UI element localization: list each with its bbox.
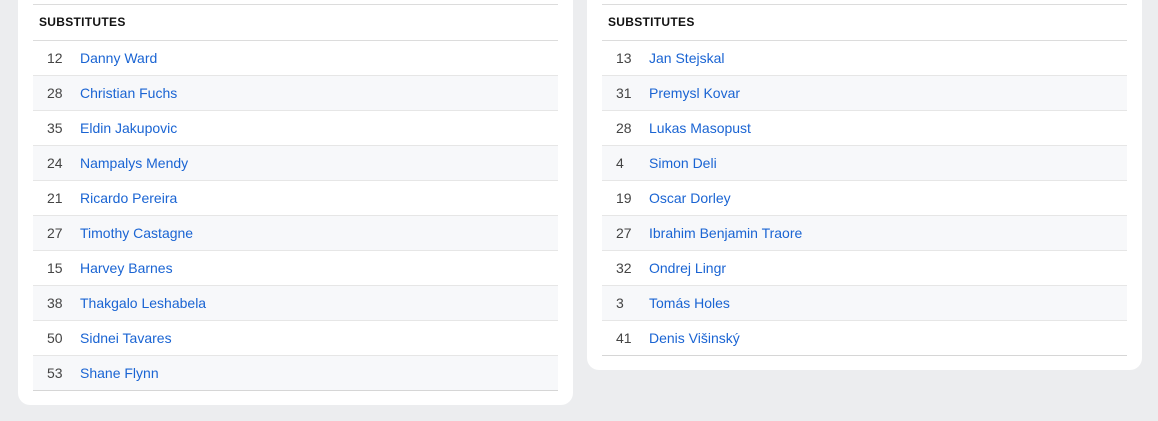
section-title: SUBSTITUTES <box>33 4 558 41</box>
player-number: 41 <box>616 330 632 346</box>
player-number: 3 <box>616 295 624 311</box>
player-name-link[interactable]: Tomás Holes <box>649 295 730 311</box>
player-row: 28 Christian Fuchs <box>33 76 558 111</box>
player-row: 27 Timothy Castagne <box>33 216 558 251</box>
player-name-link[interactable]: Ondrej Lingr <box>649 260 727 276</box>
home-substitutes-card: SUBSTITUTES 12 Danny Ward 28 Christian Fuch… <box>18 0 573 405</box>
player-number: 50 <box>47 330 63 346</box>
player-name-link[interactable]: Denis Višinský <box>649 330 740 346</box>
player-number: 28 <box>47 85 63 101</box>
player-name-link[interactable]: Jan Stejskal <box>649 50 725 66</box>
player-row: 41 Denis Višinský <box>602 321 1127 356</box>
player-number: 53 <box>47 365 63 381</box>
player-row: 50 Sidnei Tavares <box>33 321 558 356</box>
player-name-link[interactable]: Lukas Masopust <box>649 120 751 136</box>
player-number: 15 <box>47 260 63 276</box>
section-title: SUBSTITUTES <box>602 4 1127 41</box>
player-row: 35 Eldin Jakupovic <box>33 111 558 146</box>
player-number: 31 <box>616 85 632 101</box>
player-name-link[interactable]: Shane Flynn <box>80 365 159 381</box>
player-row: 4 Simon Deli <box>602 146 1127 181</box>
player-row: 24 Nampalys Mendy <box>33 146 558 181</box>
player-row: 21 Ricardo Pereira <box>33 181 558 216</box>
player-name-link[interactable]: Simon Deli <box>649 155 717 171</box>
player-row: 15 Harvey Barnes <box>33 251 558 286</box>
away-substitutes-card: SUBSTITUTES 13 Jan Stejskal 31 Premysl Kova… <box>587 0 1142 370</box>
player-number: 12 <box>47 50 63 66</box>
player-number: 13 <box>616 50 632 66</box>
player-number: 27 <box>616 225 632 241</box>
player-name-link[interactable]: Sidnei Tavares <box>80 330 172 346</box>
player-row: 28 Lukas Masopust <box>602 111 1127 146</box>
substitutes-table: SUBSTITUTES 13 Jan Stejskal 31 Premysl Kova… <box>602 4 1127 356</box>
player-name-link[interactable]: Christian Fuchs <box>80 85 178 101</box>
player-row: 12 Danny Ward <box>33 41 558 76</box>
player-name-link[interactable]: Ibrahim Benjamin Traore <box>649 225 803 241</box>
player-row: 32 Ondrej Lingr <box>602 251 1127 286</box>
player-row: 3 Tomás Holes <box>602 286 1127 321</box>
player-number: 19 <box>616 190 632 206</box>
player-number: 35 <box>47 120 63 136</box>
player-name-link[interactable]: Nampalys Mendy <box>80 155 189 171</box>
player-name-link[interactable]: Harvey Barnes <box>80 260 173 276</box>
player-name-link[interactable]: Timothy Castagne <box>80 225 194 241</box>
player-name-link[interactable]: Oscar Dorley <box>649 190 731 206</box>
player-number: 21 <box>47 190 63 206</box>
player-number: 38 <box>47 295 63 311</box>
player-row: 38 Thakgalo Leshabela <box>33 286 558 321</box>
player-name-link[interactable]: Thakgalo Leshabela <box>80 295 207 311</box>
player-name-link[interactable]: Ricardo Pereira <box>80 190 178 206</box>
player-row: 19 Oscar Dorley <box>602 181 1127 216</box>
player-row: 27 Ibrahim Benjamin Traore <box>602 216 1127 251</box>
player-name-link[interactable]: Danny Ward <box>80 50 158 66</box>
player-number: 4 <box>616 155 624 171</box>
player-name-link[interactable]: Eldin Jakupovic <box>80 120 178 136</box>
player-number: 28 <box>616 120 632 136</box>
player-name-link[interactable]: Premysl Kovar <box>649 85 741 101</box>
player-number: 24 <box>47 155 63 171</box>
player-list: 13 Jan Stejskal 31 Premysl Kovar 28 Lukas Mas… <box>602 41 1127 356</box>
player-list: 12 Danny Ward 28 Christian Fuchs 35 Eldin Jak… <box>33 41 558 391</box>
player-row: 31 Premysl Kovar <box>602 76 1127 111</box>
player-row: 13 Jan Stejskal <box>602 41 1127 76</box>
substitutes-table: SUBSTITUTES 12 Danny Ward 28 Christian Fuch… <box>33 4 558 391</box>
player-row: 53 Shane Flynn <box>33 356 558 391</box>
player-number: 32 <box>616 260 632 276</box>
player-number: 27 <box>47 225 63 241</box>
